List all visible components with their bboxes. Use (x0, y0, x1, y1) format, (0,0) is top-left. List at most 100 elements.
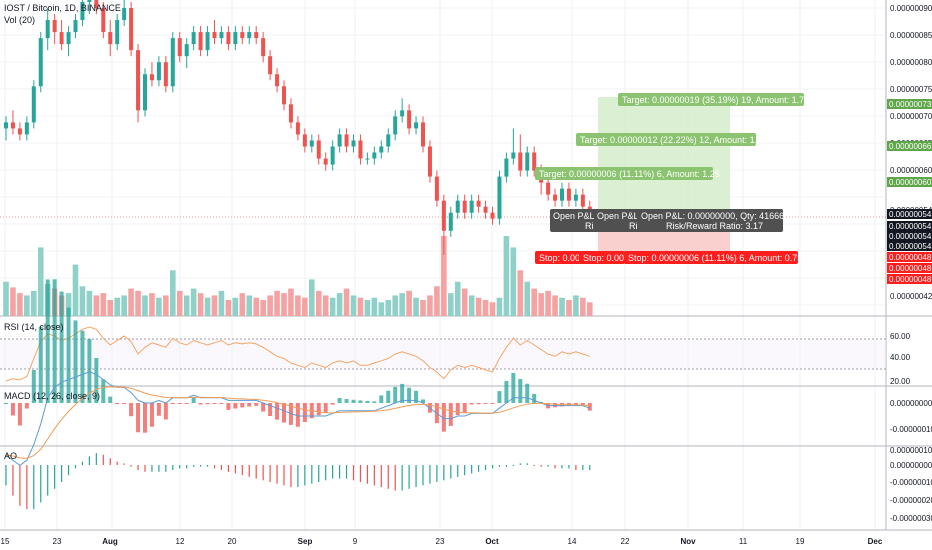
candle-body (414, 122, 419, 129)
symbol-title[interactable]: IOST / Bitcoin, 1D, BINANCE (4, 3, 121, 13)
ao-bar (589, 465, 591, 471)
ao-bar (5, 465, 7, 486)
macd-hist-bar (254, 403, 259, 406)
rsi-tick: 40.00 (890, 353, 911, 362)
candle-body (38, 38, 43, 87)
ao-axis: 0.00000010 0.00000000 -0.00000010 -0.000000… (890, 446, 932, 523)
volume-bar (489, 302, 496, 316)
ao-bar (33, 465, 35, 510)
macd-hist-bar (45, 279, 50, 403)
target-label-2-bg (576, 133, 756, 146)
volume-bar (441, 236, 447, 316)
volume-bar (100, 293, 107, 316)
volume-bar (322, 295, 329, 316)
grid-lines (0, 0, 886, 530)
ao-tick: -0.00000010 (890, 478, 932, 487)
candle-body (45, 20, 50, 39)
candle-body (427, 146, 432, 177)
ao-bar (561, 465, 563, 469)
candle-body (115, 20, 120, 45)
macd-hist-bar (295, 403, 300, 427)
macd-hist-bar (504, 381, 509, 403)
ao-bar (394, 465, 396, 491)
ao-bar (387, 465, 389, 489)
candle-body (24, 122, 29, 135)
volume-bar (225, 300, 232, 316)
volume-bar (399, 293, 405, 316)
candle-body (330, 146, 335, 165)
macd-hist-bar (323, 403, 328, 413)
ao-bar (262, 465, 264, 481)
ao-bar (234, 465, 236, 474)
macd-hist-bar (38, 326, 43, 403)
ao-bar (19, 465, 21, 506)
ao-bar (436, 465, 438, 482)
ao-bar (401, 465, 403, 491)
macd-hist-bar (94, 357, 99, 403)
ao-bar (408, 465, 410, 489)
price-badge-bg (887, 241, 932, 251)
volume-bar (10, 287, 16, 316)
ao-bar (200, 465, 202, 467)
ao-bar (498, 465, 501, 467)
volume-bar (176, 290, 183, 316)
rsi-axis: 60.00 40.00 20.00 (890, 332, 911, 386)
candle-body (421, 122, 425, 147)
candle-body (393, 116, 398, 135)
candle-body (351, 140, 356, 147)
volume-bar (183, 295, 190, 316)
macd-hist-bar (351, 399, 356, 403)
macd-label[interactable]: MACD (12, 26, close, 9) (4, 391, 100, 401)
time-tick: 15 (1, 537, 10, 546)
stop-label-1-bg (535, 251, 581, 264)
volume-label[interactable]: Vol (20) (4, 15, 35, 25)
price-badge: 0.00000048 (889, 253, 932, 262)
target-label-1-bg (618, 93, 804, 106)
rsi-label[interactable]: RSI (14, close) (4, 322, 64, 332)
target-label-3-bg (535, 167, 713, 180)
ao-bar (359, 465, 362, 482)
macd-hist-bar (4, 403, 8, 404)
ao-label[interactable]: AO (4, 451, 17, 461)
ao-bar (193, 465, 195, 467)
macd-hist-bar (462, 403, 467, 413)
volume-bar (204, 297, 211, 316)
candle-body (4, 122, 8, 129)
price-tick: 0.00000060 (890, 166, 932, 175)
candle-body (573, 194, 578, 201)
macd-hist-bar (490, 403, 495, 404)
macd-tick: 0.00000000 (890, 399, 932, 408)
macd-hist-bar (587, 403, 592, 411)
ao-tick: 0.00000000 (890, 461, 932, 470)
price-badge-bg (887, 141, 932, 151)
ao-bar (179, 465, 181, 469)
ao-bar (352, 465, 355, 481)
macd-hist-bar (497, 391, 502, 403)
candle-body (108, 32, 113, 45)
macd-hist-bar (184, 403, 189, 404)
macd-hist-bar (511, 372, 516, 403)
time-tick: 9 (353, 537, 358, 546)
macd-hist-bar (525, 383, 530, 403)
candle-body (483, 206, 488, 213)
ao-bar (186, 465, 188, 469)
ao-bar (95, 453, 97, 465)
time-axis[interactable]: 15 23 Aug 12 20 Sep 9 23 Oct 14 22 Nov 11 19 Dec (1, 537, 883, 546)
candle-body (129, 8, 134, 51)
ao-bar (533, 465, 535, 466)
macd-hist-bar (226, 403, 231, 410)
macd-hist-bar (156, 403, 161, 416)
macd-hist-bar (17, 403, 22, 426)
macd-hist-bar (163, 403, 168, 420)
candle-body (94, 0, 99, 8)
macd-hist-bar (268, 403, 273, 417)
candle-body (455, 200, 460, 213)
candle-body (566, 188, 571, 201)
ao-bar (311, 465, 313, 484)
rsi-band (0, 339, 886, 369)
candle-body (177, 38, 182, 57)
macd-hist-bar (240, 403, 245, 408)
pnl-box-1-line2: Ris (585, 221, 598, 231)
